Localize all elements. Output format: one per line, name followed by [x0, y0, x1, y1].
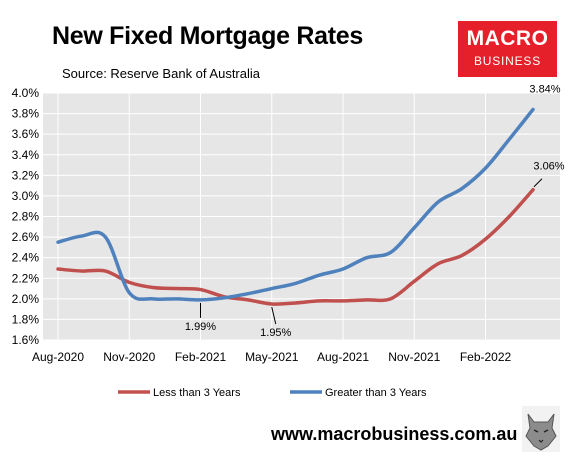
series-line-less-than-3-years	[56, 187, 535, 306]
data-label: 1.95%	[260, 327, 291, 339]
annotation-leader-line	[271, 306, 277, 325]
x-tick-label: May-2021	[245, 350, 299, 364]
y-tick-label: 1.6%	[12, 333, 40, 347]
y-tick-label: 2.0%	[12, 292, 40, 306]
y-tick-label: 4.0%	[12, 86, 40, 100]
logo-text-top: MACRO	[466, 27, 549, 50]
wolf-mascot-icon	[522, 406, 560, 452]
chart-source: Source: Reserve Bank of Australia	[62, 66, 260, 81]
y-tick-label: 3.2%	[12, 168, 40, 182]
y-tick-label: 2.4%	[12, 251, 40, 265]
y-tick-label: 1.8%	[12, 312, 40, 326]
data-label: 1.99%	[185, 321, 216, 333]
x-tick-label: Feb-2022	[460, 350, 512, 364]
data-label: 3.06%	[533, 161, 564, 173]
website-url[interactable]: www.macrobusiness.com.au	[271, 424, 518, 444]
legend-label: Greater than 3 Years	[325, 387, 427, 399]
macrobusiness-logo[interactable]: MACRO BUSINESS	[458, 21, 557, 77]
series-line-greater-than-3-years	[56, 107, 535, 302]
x-tick-label: Aug-2021	[317, 350, 369, 364]
y-tick-label: 3.6%	[12, 127, 40, 141]
y-tick-label: 2.8%	[12, 210, 40, 224]
x-tick-label: Nov-2021	[388, 350, 440, 364]
y-tick-label: 3.8%	[12, 107, 40, 121]
x-tick-label: Nov-2020	[103, 350, 155, 364]
y-tick-label: 3.4%	[12, 148, 40, 162]
x-tick-label: Feb-2021	[175, 350, 227, 364]
x-tick-label: Aug-2020	[32, 350, 84, 364]
chart-title: New Fixed Mortgage Rates	[52, 22, 363, 50]
y-tick-label: 2.6%	[12, 230, 40, 244]
y-tick-label: 3.0%	[12, 189, 40, 203]
logo-text-bottom: BUSINESS	[473, 54, 542, 68]
y-tick-label: 2.2%	[12, 271, 40, 285]
legend-label: Less than 3 Years	[153, 387, 241, 399]
annotation-leader-line	[533, 178, 543, 188]
data-label: 3.84%	[529, 83, 560, 95]
